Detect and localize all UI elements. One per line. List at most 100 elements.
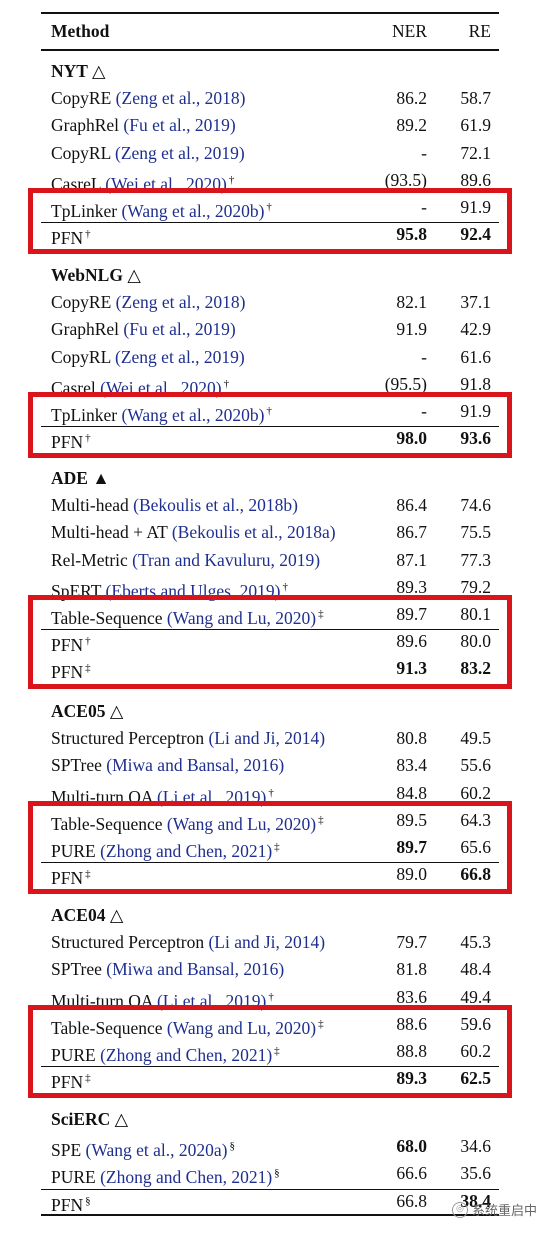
section-name: SciERC △ bbox=[51, 1109, 129, 1129]
citation: (Zhong and Chen, 2021) bbox=[100, 1167, 273, 1188]
method-name: Table-Sequence bbox=[51, 813, 167, 834]
watermark: ◎ 系统重启中 bbox=[451, 1200, 537, 1219]
table-row: PFN † 98.0 93.6 bbox=[0, 425, 545, 452]
table-row: Table-Sequence (Wang and Lu, 2020) ‡ 89.5 6… bbox=[0, 807, 545, 834]
citation: (Li and Ji, 2014) bbox=[208, 932, 326, 953]
section-name: WebNLG △ bbox=[51, 265, 141, 285]
highlight-box bbox=[28, 188, 512, 255]
table-row: Multi-head + AT (Bekoulis et al., 2018a)… bbox=[0, 519, 545, 546]
ner-value: 91.3 bbox=[396, 658, 427, 679]
citation: (Zhong and Chen, 2021) bbox=[100, 1045, 273, 1065]
re-value: 80.1 bbox=[460, 604, 491, 624]
method-name: GraphRel bbox=[51, 115, 124, 136]
ner-value: 89.3 bbox=[396, 1068, 427, 1089]
footnote-mark: † bbox=[85, 228, 91, 241]
method-name: SPTree bbox=[51, 959, 107, 980]
ner-value: 81.8 bbox=[396, 959, 427, 980]
re-value: 45.3 bbox=[460, 932, 491, 953]
citation: (Miwa and Bansal, 2016) bbox=[106, 755, 285, 776]
method-name: SPTree bbox=[51, 755, 107, 776]
header-re: RE bbox=[468, 21, 491, 41]
table-row: PURE (Zhong and Chen, 2021) ‡ 88.8 60.2 bbox=[0, 1038, 545, 1065]
footnote-mark: ‡ bbox=[85, 868, 91, 881]
table-row: Structured Perceptron (Li and Ji, 2014) 8… bbox=[0, 725, 545, 752]
re-value: 92.4 bbox=[460, 224, 491, 245]
method-name: Structured Perceptron bbox=[51, 728, 209, 749]
ner-value: 68.0 bbox=[396, 1136, 427, 1157]
footnote-mark: † bbox=[268, 786, 274, 799]
table-rule bbox=[41, 629, 499, 631]
method-cell: CopyRL (Zeng et al., 2019) bbox=[51, 140, 245, 167]
footnote-mark: † bbox=[223, 377, 230, 390]
ner-value: - bbox=[421, 346, 427, 367]
footnote-mark: ‡ bbox=[85, 662, 91, 675]
citation: (Zeng et al., 2019) bbox=[115, 346, 245, 367]
ner-value: - bbox=[421, 142, 427, 163]
footnote-mark: † bbox=[266, 201, 272, 213]
table-row: Table-Sequence (Wang and Lu, 2020) ‡ 88.6 5… bbox=[0, 1011, 545, 1038]
section-title-nyt: NYT △ bbox=[0, 58, 545, 85]
method-cell: Multi-head (Bekoulis et al., 2018b) bbox=[51, 492, 298, 519]
method-name: TpLinker bbox=[51, 201, 122, 221]
table-rule bbox=[41, 49, 499, 51]
footnote-mark: ‡ bbox=[318, 608, 324, 620]
re-value: 49.5 bbox=[460, 728, 491, 749]
section-title-ade: ADE ▲ bbox=[0, 465, 545, 492]
header-ner: NER bbox=[392, 21, 427, 41]
re-value: 77.3 bbox=[460, 549, 491, 570]
method-name: PURE bbox=[51, 1045, 101, 1065]
re-value: 61.9 bbox=[460, 115, 491, 136]
method-name: Multi-head + AT bbox=[51, 522, 172, 543]
method-cell: CopyRE (Zeng et al., 2018) bbox=[51, 289, 245, 316]
ner-value: 88.6 bbox=[396, 1013, 427, 1034]
ner-value: 89.7 bbox=[396, 837, 427, 857]
citation: (Zeng et al., 2018) bbox=[115, 292, 246, 313]
method-name: GraphRel bbox=[51, 319, 124, 340]
table-rule bbox=[41, 1066, 499, 1068]
footnote-mark: † bbox=[282, 580, 289, 593]
re-value: 48.4 bbox=[460, 959, 491, 980]
footnote-mark: † bbox=[85, 432, 91, 445]
method-name: CopyRE bbox=[51, 88, 116, 109]
table-rule bbox=[41, 222, 499, 224]
citation: (Fu et al., 2019) bbox=[123, 319, 236, 340]
method-cell: GraphRel (Fu et al., 2019) bbox=[51, 112, 236, 139]
table-row: SPTree (Miwa and Bansal, 2016) 83.4 55.6 bbox=[0, 752, 545, 779]
method-cell: PFN ‡ bbox=[51, 655, 91, 686]
method-name: PFN bbox=[51, 432, 84, 453]
table-row: Table-Sequence (Wang and Lu, 2020) ‡ 89.7 8… bbox=[0, 601, 545, 628]
citation: (Bekoulis et al., 2018a) bbox=[171, 522, 336, 543]
re-value: 58.7 bbox=[460, 88, 491, 109]
method-cell: PFN † bbox=[51, 221, 91, 252]
table-row: PFN ‡ 91.3 83.2 bbox=[0, 655, 545, 682]
section-name: ACE04 △ bbox=[51, 905, 124, 925]
table-row: SPTree (Miwa and Bansal, 2016) 81.8 48.4 bbox=[0, 956, 545, 983]
re-value: 60.2 bbox=[460, 1041, 491, 1061]
method-cell: PFN † bbox=[51, 425, 91, 456]
citation: (Wang and Lu, 2020) bbox=[166, 1017, 317, 1038]
footnote-mark: † bbox=[85, 635, 91, 648]
method-name: PFN bbox=[51, 635, 84, 656]
citation: (Wang et al., 2020a) bbox=[85, 1140, 228, 1161]
ner-value: 89.0 bbox=[396, 864, 427, 885]
re-value: 34.6 bbox=[460, 1136, 491, 1157]
table-row: PFN § 66.8 38.4 bbox=[0, 1188, 545, 1215]
table-row: PFN † 95.8 92.4 bbox=[0, 221, 545, 248]
citation: (Wang and Lu, 2020) bbox=[166, 608, 317, 628]
method-name: PURE bbox=[51, 1167, 101, 1188]
method-cell: Table-Sequence (Wang and Lu, 2020) ‡ bbox=[51, 807, 324, 838]
section-title-scierc: SciERC △ bbox=[0, 1106, 545, 1133]
re-value: 35.6 bbox=[460, 1163, 491, 1184]
re-value: 93.6 bbox=[460, 428, 491, 449]
re-value: 66.8 bbox=[460, 864, 491, 885]
ner-value: 84.8 bbox=[396, 782, 427, 803]
method-name: Structured Perceptron bbox=[51, 932, 209, 953]
ner-value: 95.8 bbox=[396, 224, 427, 245]
table-row: CopyRL (Zeng et al., 2019) - 72.1 bbox=[0, 140, 545, 167]
method-cell: Table-Sequence (Wang and Lu, 2020) ‡ bbox=[51, 1011, 324, 1042]
method-name: PURE bbox=[51, 841, 101, 861]
method-name: PFN bbox=[51, 1194, 84, 1215]
section-title-ace05: ACE05 △ bbox=[0, 698, 545, 725]
re-value: 61.6 bbox=[460, 346, 491, 367]
method-cell: Structured Perceptron (Li and Ji, 2014) bbox=[51, 929, 325, 956]
